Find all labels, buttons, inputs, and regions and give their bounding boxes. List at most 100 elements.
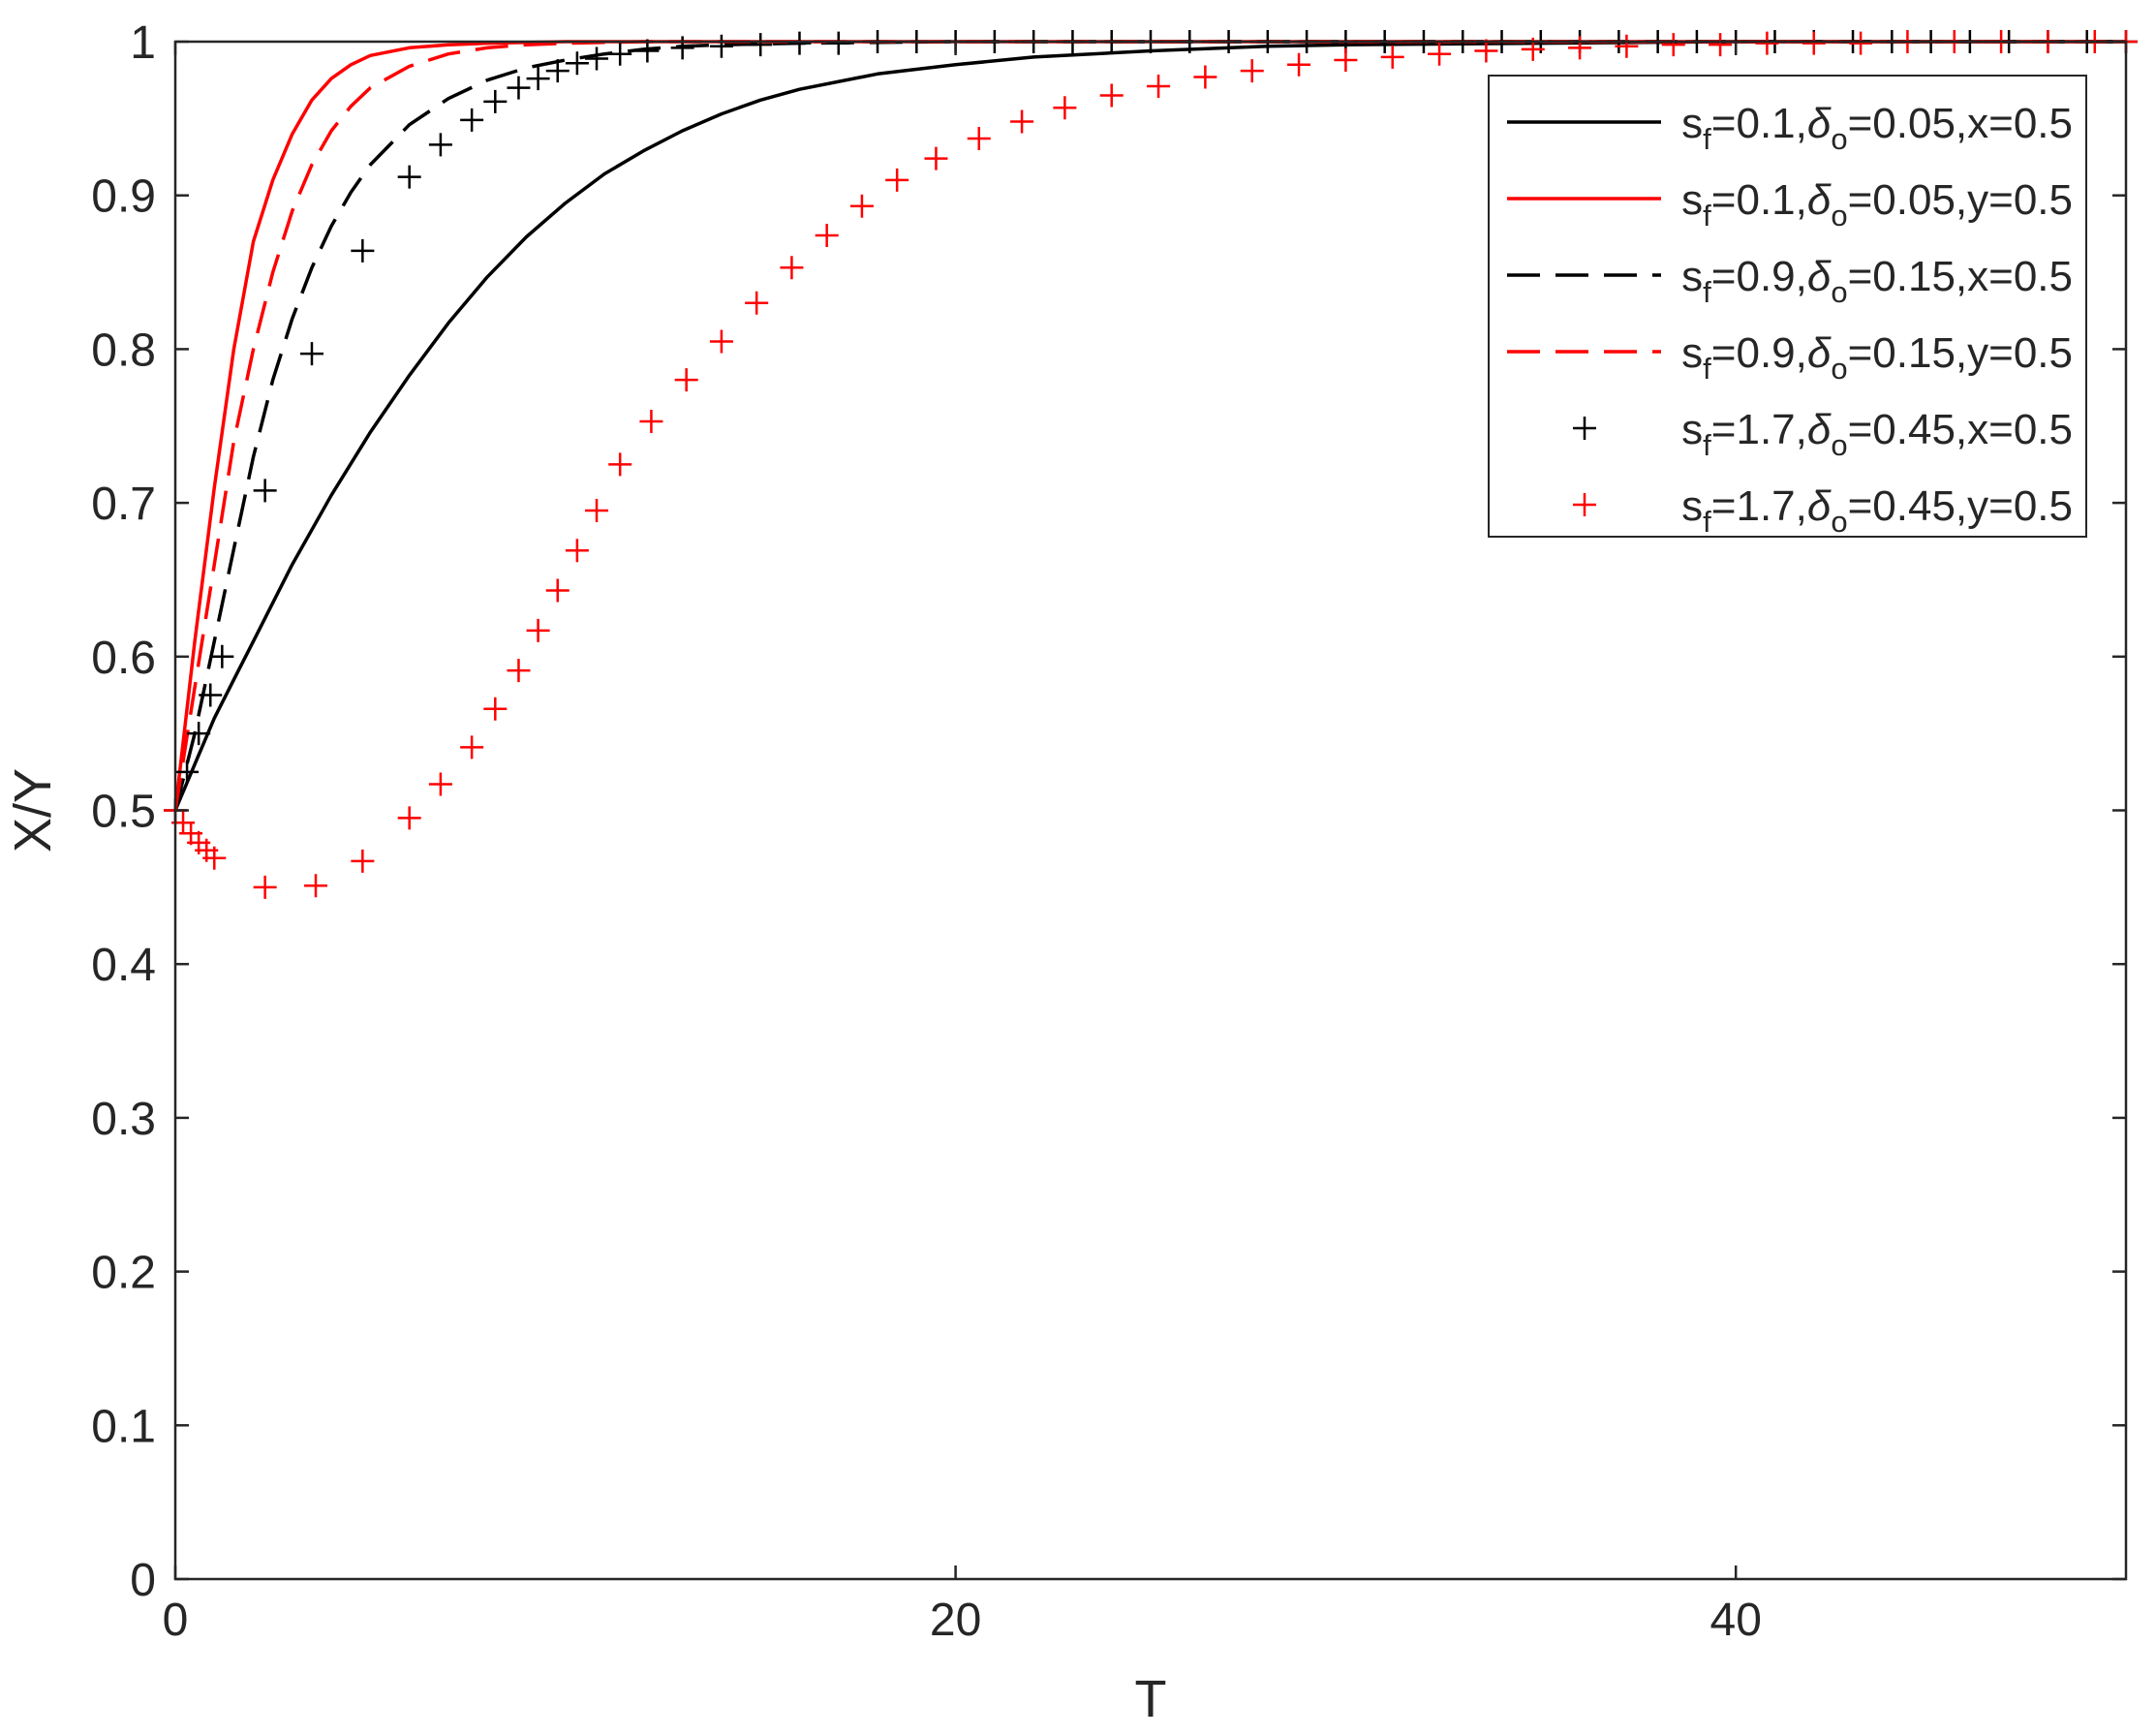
data-point-marker [526, 67, 550, 91]
data-point-marker [483, 697, 508, 721]
legend-label-s: s [1681, 406, 1703, 453]
legend-label: sf=0.1,δo=0.05,y=0.5 [1681, 176, 2073, 232]
legend-label-delta: δ [1807, 100, 1832, 147]
legend-entry: sf=1.7,δo=0.45,x=0.5 [1573, 406, 2073, 462]
legend-box [1488, 75, 2087, 538]
data-point-marker [1849, 31, 1873, 55]
x-tick-label: 20 [930, 1595, 981, 1646]
data-point-marker [397, 165, 421, 189]
data-point-marker [210, 644, 234, 668]
data-point-marker [1755, 31, 1779, 55]
data-point-marker [1287, 52, 1311, 77]
legend-label-tail: =0.45,y=0.5 [1848, 482, 2073, 530]
data-point-marker [526, 618, 550, 642]
data-point-marker [967, 126, 991, 150]
data-point-marker [1010, 109, 1034, 134]
data-point-marker [1053, 96, 1077, 120]
legend-label-subscript-o: o [1831, 428, 1847, 462]
data-point-marker [749, 33, 773, 57]
data-point-marker [460, 735, 484, 760]
data-point-marker [507, 76, 531, 100]
data-point-marker [253, 479, 277, 503]
data-point-marker [745, 291, 769, 315]
data-point-marker [639, 409, 663, 433]
legend-label-delta: δ [1807, 406, 1832, 453]
data-point-marker [175, 760, 200, 784]
legend-marker [1573, 493, 1596, 516]
data-point-marker [815, 223, 839, 247]
y-tick-label: 0.4 [91, 940, 156, 991]
data-point-marker [585, 46, 609, 71]
legend-label-s: s [1681, 253, 1703, 300]
data-point-marker [608, 452, 632, 477]
data-point-marker [460, 108, 484, 132]
y-tick-label: 0.3 [91, 1094, 156, 1145]
y-tick-label: 0.8 [91, 325, 156, 376]
legend-label: sf=1.7,δo=0.45,x=0.5 [1681, 406, 2073, 462]
legend: sf=0.1,δo=0.05,x=0.5sf=0.1,δo=0.05,y=0.5… [1488, 75, 2087, 539]
data-point-marker [670, 36, 694, 60]
data-point-marker [545, 578, 570, 603]
legend-label-value: =0.1, [1711, 176, 1807, 224]
series-4 [173, 40, 2126, 811]
x-tick-label: 40 [1710, 1595, 1762, 1646]
y-tick-label: 0.9 [91, 171, 156, 223]
data-point-marker [1474, 39, 1498, 63]
y-tick-label: 0.5 [91, 787, 156, 838]
legend-label-value: =0.9, [1711, 253, 1807, 300]
legend-label-value: =1.7, [1711, 406, 1807, 453]
legend-label: sf=0.9,δo=0.15,y=0.5 [1681, 329, 2073, 386]
y-tick-label: 0.6 [91, 633, 156, 684]
legend-label-s: s [1681, 100, 1703, 147]
y-tick-label: 0 [130, 1555, 156, 1606]
data-point-marker [187, 722, 211, 746]
legend-entry: sf=0.9,δo=0.15,y=0.5 [1507, 329, 2073, 386]
legend-label-value: =0.1, [1711, 100, 1807, 147]
data-point-marker [787, 31, 812, 55]
legend-label-subscript-o: o [1831, 199, 1847, 232]
y-axis-title: X/Y [4, 768, 62, 852]
data-point-marker [1099, 83, 1124, 108]
data-point-marker [1240, 59, 1264, 83]
data-point-marker [428, 133, 452, 157]
data-point-marker [1568, 36, 1592, 60]
legend-entry: sf=1.7,δo=0.45,y=0.5 [1573, 482, 2073, 539]
data-point-marker [199, 683, 223, 707]
data-point-marker [428, 772, 452, 796]
y-tick-label: 1 [130, 17, 156, 69]
legend-label-value: =1.7, [1711, 482, 1807, 530]
legend-entry: sf=0.1,δo=0.05,y=0.5 [1507, 176, 2073, 232]
data-point-marker [1334, 48, 1358, 73]
data-point-marker [885, 168, 909, 192]
data-point-marker [780, 256, 804, 280]
axis-ticks: 0 20 40 0 0.1 0.2 0.3 0.4 0.5 0.6 0.7 0.8 0.9 1 [91, 17, 2126, 1646]
legend-label-s: s [1681, 482, 1703, 530]
data-point-marker [826, 31, 850, 55]
legend-label-tail: =0.05,x=0.5 [1848, 100, 2073, 147]
legend-label-subscript-o: o [1831, 122, 1847, 156]
y-tick-label: 0.2 [91, 1248, 156, 1299]
legend-label-subscript-f: f [1703, 199, 1711, 232]
legend-label-subscript-f: f [1703, 352, 1711, 386]
legend-entry: sf=0.1,δo=0.05,x=0.5 [1507, 100, 2073, 156]
data-point-marker [397, 806, 421, 830]
series-line [173, 40, 2126, 812]
data-point-marker [1380, 45, 1404, 69]
data-point-marker [1615, 34, 1639, 58]
legend-label-subscript-f: f [1703, 428, 1711, 462]
data-point-marker [351, 849, 375, 873]
data-point-marker [1709, 33, 1733, 57]
series-line [173, 40, 2126, 811]
data-point-marker [483, 89, 508, 113]
x-axis-title: T [1135, 1670, 1167, 1728]
data-point-marker [202, 846, 227, 870]
data-point-marker [507, 659, 531, 683]
legend-entry: sf=0.9,δo=0.15,x=0.5 [1507, 253, 2073, 309]
data-point-marker [1147, 75, 1171, 99]
data-point-marker [253, 875, 277, 899]
legend-label: sf=0.1,δo=0.05,x=0.5 [1681, 100, 2073, 156]
data-point-marker [635, 39, 660, 63]
legend-label-subscript-f: f [1703, 505, 1711, 539]
legend-label-delta: δ [1807, 329, 1832, 377]
